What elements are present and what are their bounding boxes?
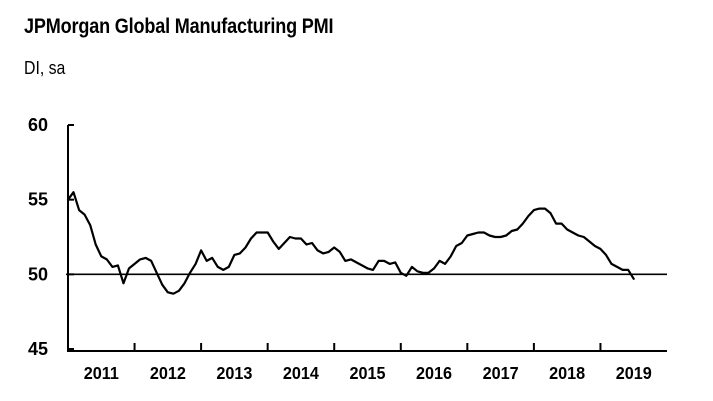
y-tick-label: 60	[28, 115, 48, 135]
x-tick-label: 2015	[349, 363, 385, 383]
y-tick-label: 45	[28, 339, 48, 359]
x-tick-label: 2019	[616, 363, 652, 383]
x-tick-label: 2018	[549, 363, 585, 383]
x-tick-label: 2014	[283, 363, 319, 383]
x-tick-label: 2013	[216, 363, 252, 383]
pmi-series-line	[66, 191, 635, 295]
x-tick-label: 2012	[150, 363, 186, 383]
chart-subtitle: DI, sa	[24, 58, 66, 78]
chart-title: JPMorgan Global Manufacturing PMI	[24, 15, 334, 38]
x-tick-label: 2016	[416, 363, 452, 383]
y-tick-label: 50	[28, 264, 48, 284]
y-tick-label: 55	[28, 190, 48, 210]
x-tick-label: 2017	[483, 363, 519, 383]
x-tick-label: 2011	[84, 363, 120, 383]
